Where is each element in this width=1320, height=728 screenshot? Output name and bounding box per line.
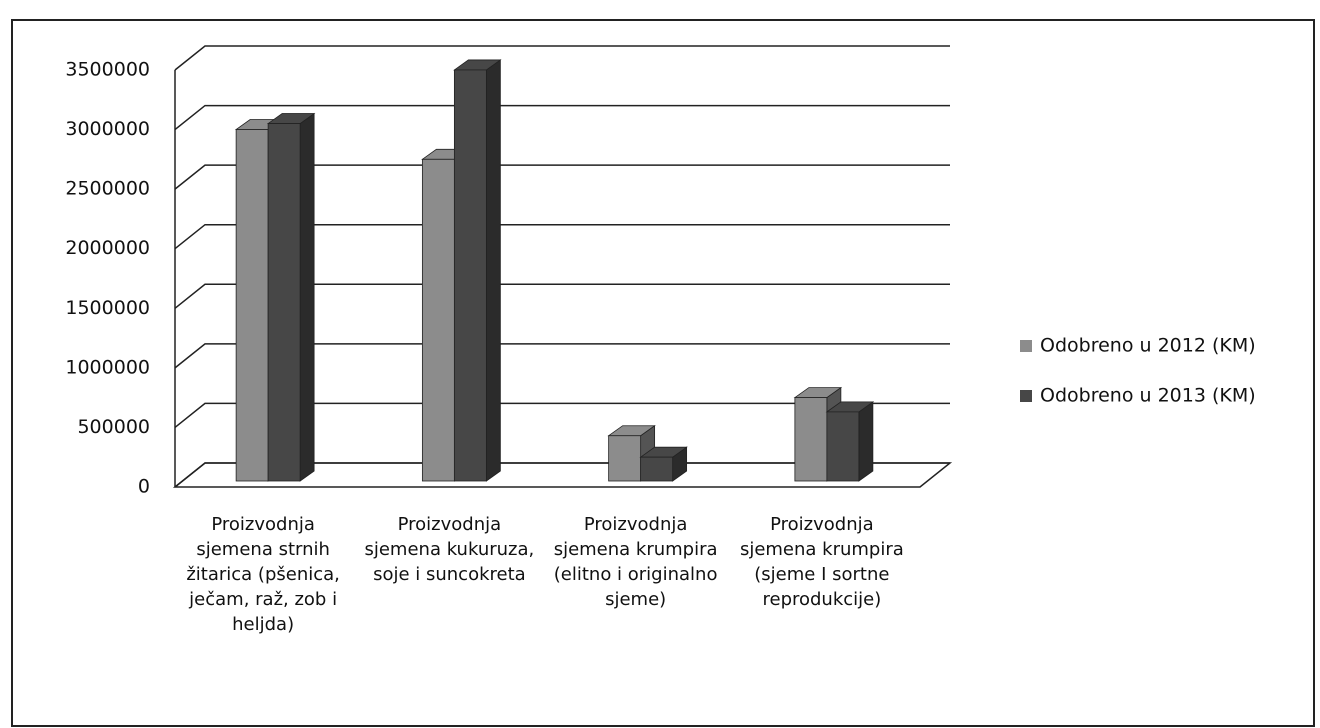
x-tick-label: Proizvodnja sjemena krumpira (sjeme I so… [739, 514, 904, 610]
grid-line [174, 223, 950, 250]
bar-front [235, 129, 269, 482]
grid-line [174, 164, 950, 190]
bar-side [858, 401, 874, 482]
bar-front [640, 456, 674, 482]
y-tick-label: 1500000 [65, 297, 150, 319]
grid-line [174, 45, 950, 71]
y-tick-label: 3500000 [65, 59, 150, 81]
bar [266, 112, 316, 482]
x-tick-label: Proizvodnja sjemena kukuruza, soje i sun… [364, 514, 535, 585]
bar [825, 401, 875, 482]
bar [453, 59, 502, 482]
y-tick-label: 2500000 [65, 178, 150, 200]
x-tick-label: Proizvodnja sjemena strnih žitarica (pše… [186, 514, 340, 635]
y-tick-label: 1000000 [65, 356, 150, 378]
legend-label: Odobreno u 2013 (KM) [1040, 385, 1256, 407]
bar-front [421, 158, 455, 482]
chart-frame [11, 19, 1315, 727]
bar-front [608, 435, 642, 482]
bar-front [267, 123, 301, 482]
x-tick-label: Proizvodnja sjemena krumpira (elitno i o… [553, 514, 718, 610]
legend-label: Odobreno u 2012 (KM) [1040, 335, 1256, 357]
y-tick-label: 3000000 [65, 118, 150, 140]
y-tick-label: 2000000 [65, 237, 150, 259]
bar-front [826, 411, 860, 482]
bar [639, 446, 688, 482]
bar-side [299, 112, 315, 482]
legend-swatch [1020, 390, 1032, 402]
legend-swatch [1020, 340, 1032, 352]
bar-front [794, 397, 828, 482]
grid-line [174, 283, 950, 309]
y-tick-label: 0 [138, 476, 150, 498]
grid-line [174, 462, 950, 488]
grid-line [174, 104, 950, 131]
grid-line [174, 402, 950, 429]
bar-front [453, 69, 487, 482]
grid-line [174, 343, 950, 369]
bar-side [485, 59, 501, 482]
y-tick-label: 500000 [77, 416, 150, 438]
